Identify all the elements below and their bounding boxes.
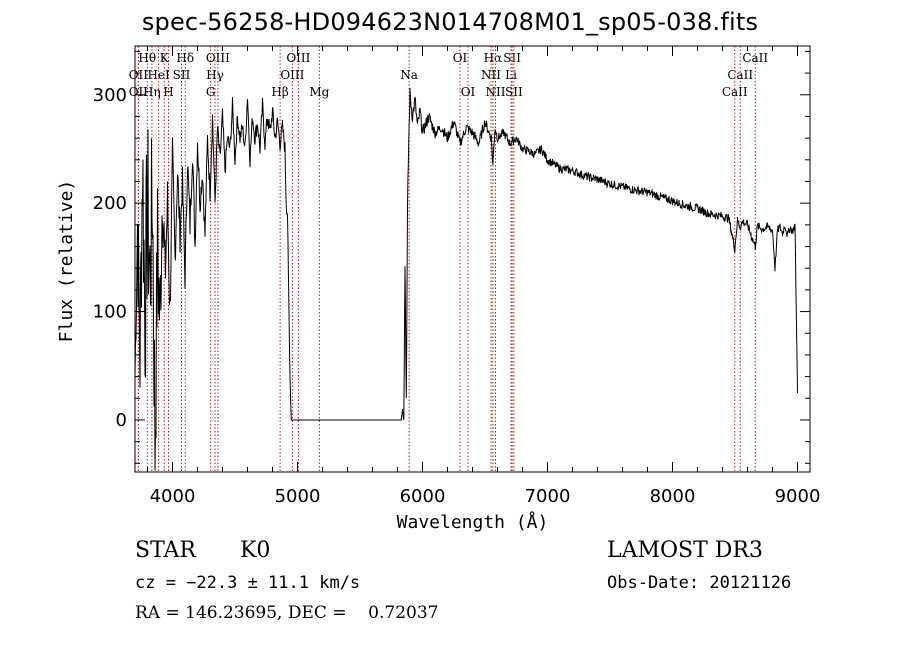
x-tick-label: 6000 — [400, 486, 446, 507]
line-label: NII — [481, 68, 501, 82]
y-tick-label: 200 — [93, 193, 127, 214]
x-tick-label: 4000 — [150, 486, 196, 507]
line-label: Hβ — [271, 85, 288, 99]
line-label: NII — [486, 85, 506, 99]
line-label: Hη — [143, 85, 161, 99]
y-axis-label: Flux (relative) — [56, 180, 77, 343]
line-label: OI — [461, 85, 476, 99]
line-label: SII — [173, 68, 191, 82]
line-label: OI — [453, 51, 468, 65]
line-label: Hγ — [206, 68, 224, 82]
y-tick-label: 300 — [93, 85, 127, 106]
line-label: OII — [129, 85, 149, 99]
x-tick-label: 9000 — [775, 486, 821, 507]
line-label: SII — [505, 85, 523, 99]
redshift-cz: cz = −22.3 ± 11.1 km/s — [135, 573, 361, 593]
line-label: CaII — [727, 68, 753, 82]
line-label: Na — [400, 68, 418, 82]
x-tick-label: 5000 — [275, 486, 321, 507]
line-label: Hα — [484, 51, 503, 65]
line-label: G — [206, 85, 216, 99]
line-label: SII — [503, 51, 521, 65]
line-label: HeI — [147, 68, 170, 82]
line-label: K — [160, 51, 170, 65]
x-tick-label: 8000 — [650, 486, 696, 507]
y-tick-label: 0 — [116, 410, 127, 431]
y-tick-label: 100 — [93, 302, 127, 323]
line-label: Mg — [309, 85, 329, 99]
object-subclass: K0 — [240, 538, 271, 563]
line-label: Li — [505, 68, 517, 82]
line-label: Hθ — [138, 51, 156, 65]
line-label: Hδ — [176, 51, 194, 65]
axes: 4000 5000 6000 7000 8000 9000 0 100 200 300 — [93, 46, 821, 507]
x-tick-label: 7000 — [525, 486, 571, 507]
ra-dec-coordinates: RA = 146.23695, DEC = 0.72037 — [135, 603, 439, 623]
line-label: OIII — [286, 51, 310, 65]
plot-frame — [134, 45, 811, 473]
survey-name: LAMOST DR3 — [607, 538, 763, 563]
plot-title: spec-56258-HD094623N014708M01_sp05-038.f… — [141, 8, 759, 36]
line-label: OIII — [280, 68, 304, 82]
x-axis-label: Wavelength (Å) — [397, 511, 549, 533]
line-label: H — [163, 85, 173, 99]
line-label: CaII — [722, 85, 748, 99]
line-label: OIII — [206, 51, 230, 65]
line-label: CaII — [742, 51, 768, 65]
observation-date: Obs-Date: 20121126 — [607, 573, 792, 593]
object-class: STAR — [135, 538, 196, 563]
spectrum-line — [134, 87, 798, 471]
